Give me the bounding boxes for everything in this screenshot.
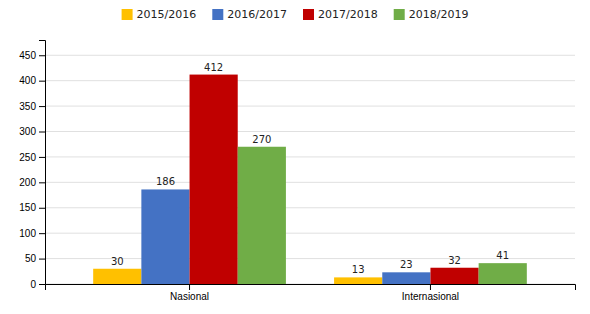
grid-line — [45, 156, 575, 157]
legend: 2015/2016 2016/2017 2017/2018 2018/2019 — [122, 8, 469, 21]
y-tick-mark — [39, 132, 45, 133]
data-label: 412 — [204, 62, 223, 73]
legend-swatch — [122, 9, 133, 20]
legend-item: 2017/2018 — [303, 8, 378, 21]
y-axis: 0 50 100 150 200 250 300 350 400 450 — [19, 41, 45, 290]
y-tick-label: 400 — [19, 75, 36, 86]
legend-item: 2016/2017 — [212, 8, 287, 21]
plot: 0 50 100 150 200 250 300 350 400 450 Nasional Inter… — [19, 41, 575, 303]
y-tick-label: 150 — [19, 202, 36, 213]
y-tick-label: 200 — [19, 177, 36, 188]
x-tick: Nasional — [170, 284, 209, 302]
grid-line — [45, 106, 575, 107]
x-tick-label: Internasional — [402, 291, 459, 302]
grid-line — [45, 207, 575, 208]
data-label: 41 — [496, 250, 509, 261]
x-tick: Internasional — [402, 284, 459, 302]
y-tick: 400 — [19, 75, 45, 86]
bar — [334, 277, 382, 284]
y-tick-label: 300 — [19, 126, 36, 137]
y-axis-line — [39, 41, 46, 285]
y-tick: 300 — [19, 126, 45, 137]
legend-swatch — [303, 9, 314, 20]
y-tick-label: 250 — [19, 152, 36, 163]
y-tick-label: 0 — [30, 279, 36, 290]
y-tick-label: 450 — [19, 50, 36, 61]
data-label: 30 — [111, 256, 124, 267]
bar — [190, 75, 238, 284]
data-label: 23 — [400, 259, 413, 270]
grid-line — [45, 233, 575, 234]
bar — [430, 268, 478, 284]
y-tick-mark — [39, 233, 45, 234]
data-label: 32 — [448, 255, 461, 266]
legend-item: 2015/2016 — [122, 8, 197, 21]
y-tick-mark — [39, 182, 45, 183]
x-tick-mark — [430, 284, 431, 290]
x-axis-line — [46, 285, 576, 291]
y-tick: 250 — [19, 152, 45, 163]
y-tick: 200 — [19, 177, 45, 188]
bar — [93, 269, 141, 284]
y-tick-mark — [39, 284, 45, 285]
legend-swatch — [212, 9, 223, 20]
bar-series — [190, 75, 479, 284]
y-tick: 450 — [19, 50, 45, 61]
bar — [238, 147, 286, 284]
data-label: 186 — [156, 176, 175, 187]
y-tick-label: 50 — [25, 253, 37, 264]
bars — [93, 75, 527, 284]
grid-line — [45, 55, 575, 56]
legend-label: 2016/2017 — [227, 8, 287, 21]
bar — [141, 189, 189, 284]
grid-line — [45, 80, 575, 81]
y-tick: 50 — [25, 253, 45, 264]
data-label: 13 — [352, 264, 365, 275]
data-label: 270 — [252, 134, 271, 145]
x-tick-mark — [189, 284, 190, 290]
y-tick-label: 100 — [19, 228, 36, 239]
bar-series — [238, 147, 527, 284]
legend-label: 2017/2018 — [318, 8, 378, 21]
bar — [382, 272, 430, 284]
grid-line — [45, 182, 575, 183]
y-tick-mark — [39, 208, 45, 209]
data-labels: 30 13 186 23 412 32 270 41 — [111, 62, 509, 276]
y-tick-mark — [39, 157, 45, 158]
y-tick-mark — [39, 259, 45, 260]
y-tick-mark — [39, 106, 45, 107]
x-axis: Nasional Internasional — [46, 284, 576, 302]
legend-label: 2018/2019 — [409, 8, 469, 21]
y-tick-label: 350 — [19, 101, 36, 112]
x-tick-label: Nasional — [170, 291, 209, 302]
chart: 0 50 100 150 200 250 300 350 400 450 Nasional Inter… — [0, 0, 590, 314]
y-tick-mark — [39, 55, 45, 56]
grid-line — [45, 131, 575, 132]
legend-swatch — [394, 9, 405, 20]
y-tick: 100 — [19, 228, 45, 239]
legend-item: 2018/2019 — [394, 8, 469, 21]
y-tick: 150 — [19, 202, 45, 213]
legend-label: 2015/2016 — [137, 8, 197, 21]
bar — [479, 263, 527, 284]
y-tick: 350 — [19, 101, 45, 112]
y-tick-mark — [39, 81, 45, 82]
y-tick: 0 — [30, 279, 45, 290]
bar-series — [141, 189, 430, 284]
grid — [45, 55, 575, 284]
